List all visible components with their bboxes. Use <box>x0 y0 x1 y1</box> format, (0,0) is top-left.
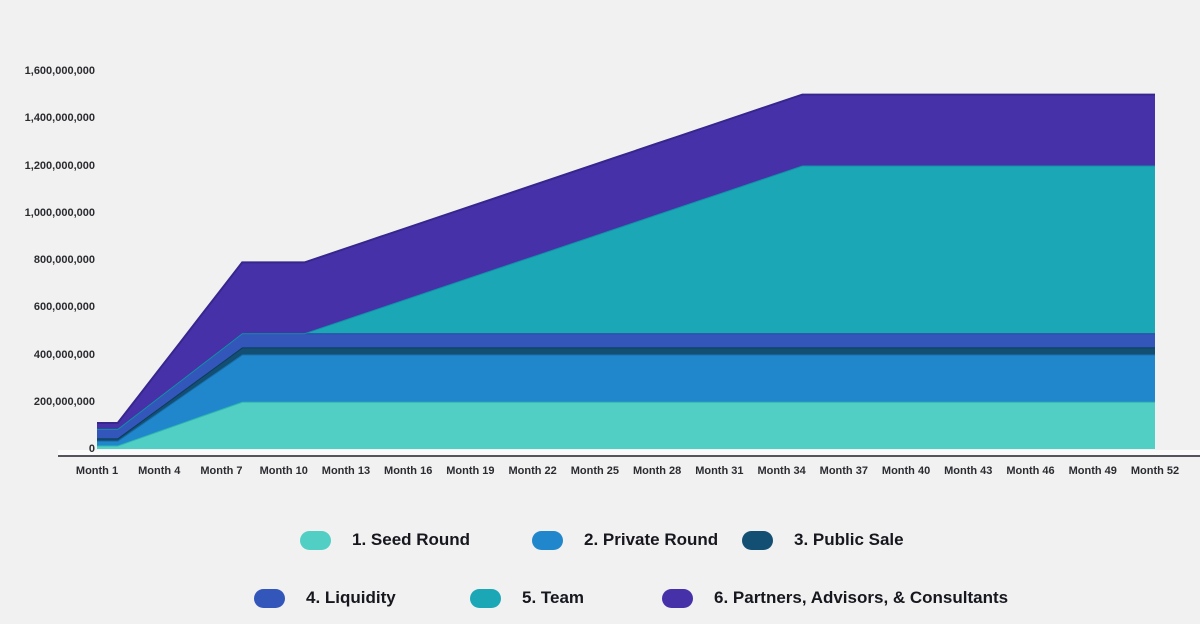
seed-round-swatch-icon <box>300 530 331 550</box>
x-axis-tick-label: Month 13 <box>321 465 371 477</box>
chart-baseline-strip <box>58 450 1200 455</box>
y-axis-tick-label: 200,000,000 <box>33 395 95 408</box>
x-axis-tick-label: Month 40 <box>881 465 931 477</box>
legend-label: 6. Partners, Advisors, & Consultants <box>714 588 1009 607</box>
x-axis-tick-label: Month 4 <box>138 465 181 477</box>
legend-label: 2. Private Round <box>584 530 719 549</box>
legend-label: 3. Public Sale <box>794 530 904 549</box>
x-axis-tick-label: Month 37 <box>819 465 868 477</box>
area-band-1[interactable] <box>97 401 1155 449</box>
x-axis-tick-label: Month 22 <box>508 465 557 477</box>
legend-item-public-sale[interactable]: 3. Public Sale <box>742 530 904 550</box>
x-axis-tick-label: Month 28 <box>632 465 682 477</box>
liquidity-swatch-icon <box>254 588 285 608</box>
legend-label: 4. Liquidity <box>306 588 396 607</box>
x-axis-line <box>58 455 1200 457</box>
x-axis-tick-label: Month 19 <box>446 465 495 477</box>
y-axis-tick-label: 1,600,000,000 <box>24 65 95 77</box>
y-axis-tick-label: 1,400,000,000 <box>24 112 95 125</box>
legend-item-liquidity[interactable]: 4. Liquidity <box>254 588 396 608</box>
private-round-swatch-icon <box>532 530 563 550</box>
x-axis-tick-label: Month 52 <box>1130 465 1180 477</box>
partners-swatch-icon <box>662 588 693 608</box>
y-axis-tick-label: 0 <box>88 443 95 455</box>
area-band-edge-6 <box>97 93 1155 424</box>
area-band-4[interactable] <box>97 333 1155 439</box>
legend-item-partners-advisors-consultants[interactable]: 6. Partners, Advisors, & Consultants <box>662 588 1008 608</box>
stacked-area-chart[interactable] <box>0 0 1200 470</box>
y-axis-tick-label: 800,000,000 <box>33 254 95 266</box>
legend-item-team[interactable]: 5. Team <box>470 588 584 608</box>
x-axis-tick-label: Month 10 <box>259 465 308 477</box>
x-axis-tick-label: Month 25 <box>570 465 620 477</box>
legend-label: 5. Team <box>522 588 585 607</box>
public-sale-swatch-icon <box>742 530 773 550</box>
area-band-2[interactable] <box>97 354 1155 446</box>
x-axis-tick-label: Month 34 <box>757 465 806 477</box>
x-axis-tick-label: Month 46 <box>1006 465 1055 477</box>
x-axis-tick-label: Month 31 <box>695 465 744 477</box>
x-axis-tick-label: Month 1 <box>75 465 119 477</box>
legend-item-seed-round[interactable]: 1. Seed Round <box>300 530 470 550</box>
x-axis-tick-label: Month 7 <box>200 465 243 477</box>
x-axis-tick-label: Month 43 <box>944 465 993 477</box>
legend-item-private-round[interactable]: 2. Private Round <box>532 530 718 550</box>
y-axis-tick-label: 1,200,000,000 <box>24 159 95 172</box>
y-axis-tick-label: 400,000,000 <box>33 348 95 361</box>
area-band-5[interactable] <box>97 165 1155 429</box>
y-axis-tick-label: 600,000,000 <box>33 301 95 314</box>
y-axis-tick-label: 1,000,000,000 <box>24 206 95 219</box>
team-swatch-icon <box>470 588 501 608</box>
x-axis-tick-label: Month 49 <box>1068 465 1117 477</box>
legend-label: 1. Seed Round <box>352 530 471 549</box>
x-axis-tick-label: Month 16 <box>384 465 433 477</box>
